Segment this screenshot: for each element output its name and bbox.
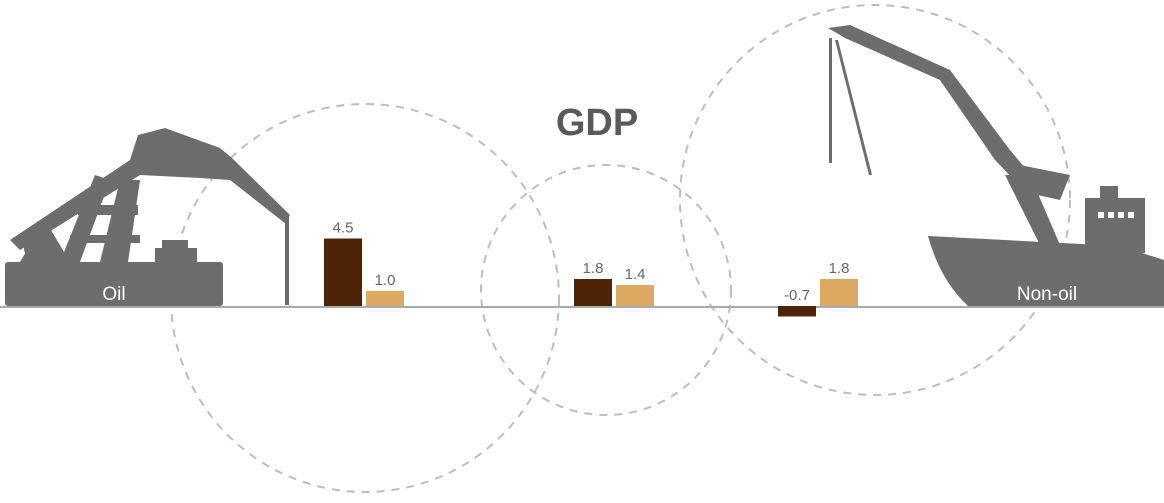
bars-group: 4.5 1.8 -0.7 1.0 1.4 1.8	[324, 220, 858, 317]
bar-series1-nonoil	[778, 306, 816, 317]
category-label-oil: Oil	[102, 284, 125, 305]
chart-title: GDP	[556, 102, 638, 144]
data-label-series2-nonoil: 1.8	[829, 260, 850, 277]
middle-circle	[480, 164, 732, 416]
bar-series2-gdp	[616, 285, 654, 306]
cargo-ship-crane-icon	[828, 25, 1164, 306]
large-right-circle	[679, 4, 1071, 396]
bar-series1-oil	[324, 238, 362, 306]
data-label-series1-nonoil: -0.7	[784, 287, 810, 304]
data-label-series2-oil: 1.0	[375, 272, 396, 289]
category-label-non-oil: Non-oil	[1017, 284, 1077, 305]
bar-series2-oil	[366, 291, 404, 306]
large-left-circle	[170, 103, 560, 493]
ship-windows	[1098, 212, 1134, 218]
data-label-series2-gdp: 1.4	[625, 266, 646, 283]
data-label-series1-gdp: 1.8	[583, 260, 604, 277]
oil-pumpjack-icon	[5, 128, 290, 306]
decorative-circles	[170, 4, 1071, 493]
bar-series1-gdp	[574, 279, 612, 306]
bar-series2-nonoil	[820, 279, 858, 306]
data-label-series1-oil: 4.5	[333, 220, 354, 237]
